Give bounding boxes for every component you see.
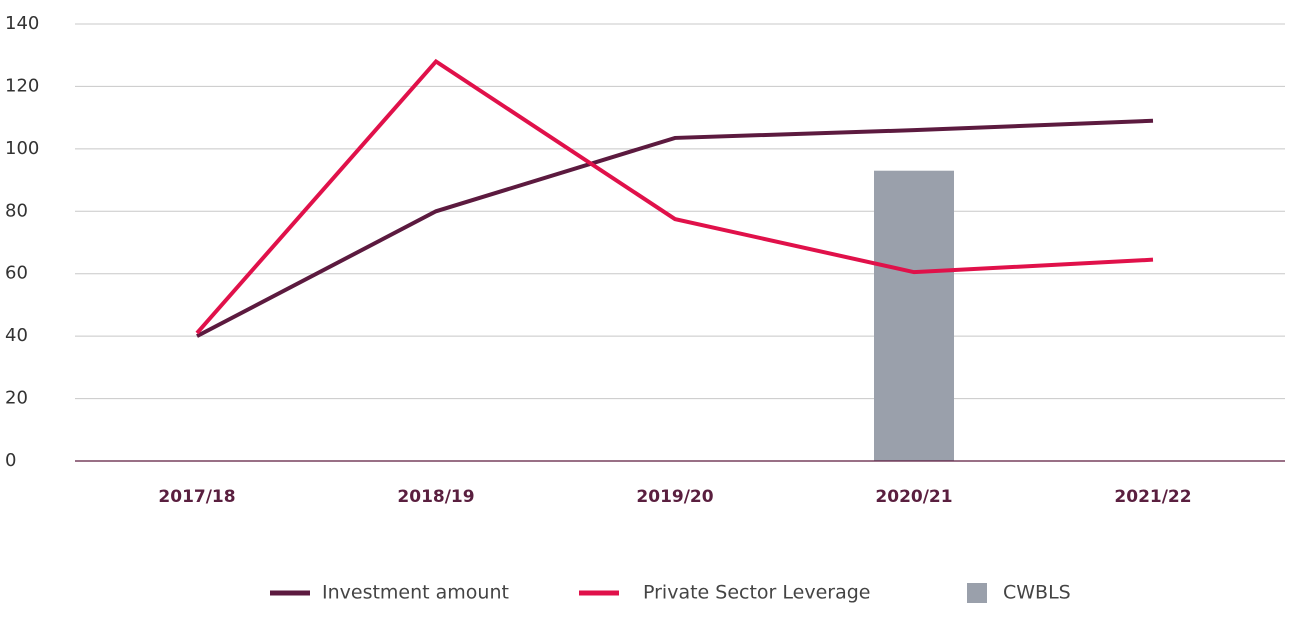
y-tick-label: 80 [5,200,28,221]
x-tick-label: 2020/21 [875,487,952,507]
y-tick-label: 100 [5,138,39,159]
y-tick-label: 120 [5,75,39,96]
line [196,118,1154,338]
bar [874,170,954,461]
legend-label: Private Sector Leverage [643,582,870,604]
y-tick-label: 40 [5,325,28,346]
legend-label: CWBLS [1003,582,1071,604]
y-tick-label: 60 [5,263,28,284]
x-tick-label: 2019/20 [636,487,713,507]
x-tick-label: 2017/18 [158,487,235,507]
line [195,58,1154,335]
y-tick-label: 140 [5,13,39,34]
legend-label: Investment amount [322,582,509,604]
y-tick-label: 20 [5,388,28,409]
legend-swatch [967,583,987,603]
x-tick-label: 2021/22 [1114,487,1191,507]
x-tick-label: 2018/19 [397,487,474,507]
y-tick-label: 0 [5,450,16,471]
